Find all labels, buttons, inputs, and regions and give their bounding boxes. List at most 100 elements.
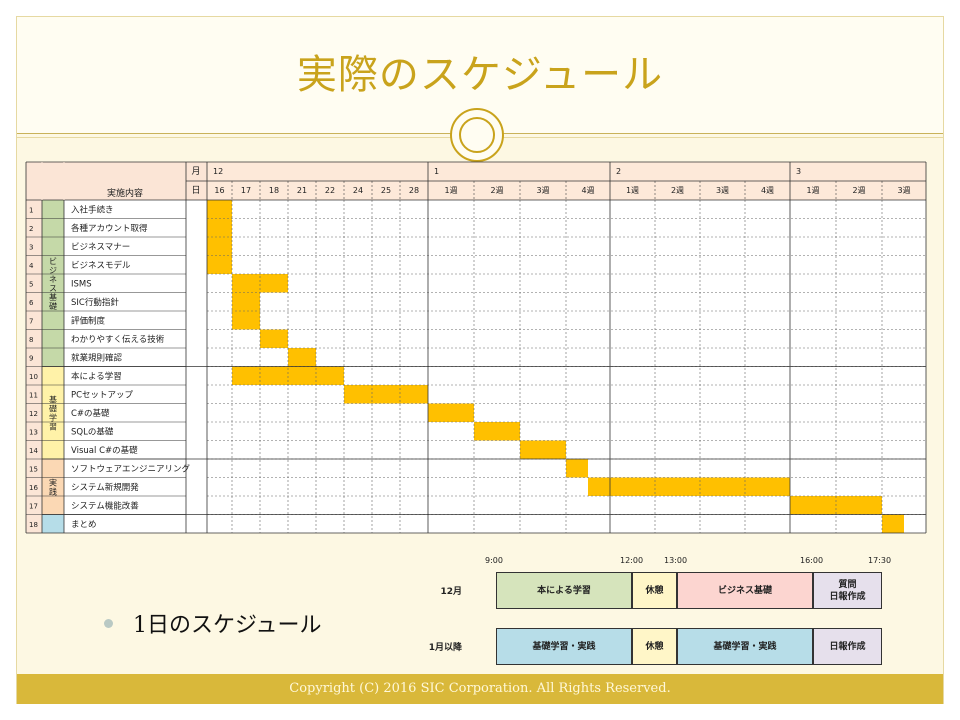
task-bar — [232, 274, 288, 293]
category-cell — [42, 459, 64, 515]
time-label: 12:00 — [620, 556, 644, 565]
task-number: 13 — [29, 429, 38, 437]
day-column-label: 3週 — [536, 186, 549, 195]
day-column-label: 1週 — [806, 186, 819, 195]
category-label-char: 習 — [49, 422, 57, 431]
month-label: 1 — [434, 167, 439, 176]
task-number: 2 — [29, 225, 33, 233]
category-label-char: 基 — [49, 292, 57, 302]
task-name: 本による学習 — [71, 371, 122, 382]
task-bar — [232, 311, 260, 330]
task-name: ソフトウェアエンジニアリング — [71, 464, 191, 475]
bullet-text: 1日のスケジュール — [133, 613, 322, 638]
daily-block: ビジネス基礎 — [677, 572, 813, 609]
task-bar — [520, 440, 566, 459]
daily-block: 日報作成 — [813, 628, 882, 665]
task-name: Visual C#の基礎 — [71, 445, 138, 456]
task-bar — [474, 422, 520, 441]
task-bar — [288, 348, 316, 367]
footer-copyright: Copyright (C) 2016 SIC Corporation. All … — [17, 674, 943, 704]
category-label-char: 践 — [49, 486, 57, 496]
daily-block: 基礎学習・実践 — [496, 628, 632, 665]
day-column-label: 22 — [325, 186, 335, 195]
daily-block: 休憩 — [632, 628, 677, 665]
day-column-label: 18 — [269, 186, 279, 195]
task-number: 12 — [29, 410, 38, 418]
task-name: システム機能改善 — [71, 501, 139, 512]
task-number: 9 — [29, 355, 33, 363]
task-number: 5 — [29, 281, 33, 289]
task-name: SIC行動指針 — [71, 297, 119, 308]
time-label: 16:00 — [800, 556, 824, 565]
task-number: 14 — [29, 447, 38, 455]
task-name: C#の基礎 — [71, 408, 110, 419]
category-label-char: 学 — [49, 412, 57, 422]
task-bar — [232, 292, 260, 311]
task-name: わかりやすく伝える技術 — [71, 334, 165, 345]
day-column-label: 2週 — [671, 186, 684, 195]
task-name: SQLの基礎 — [71, 427, 114, 438]
task-number: 4 — [29, 262, 34, 270]
task-bar — [207, 200, 232, 219]
task-bar — [207, 237, 232, 256]
day-column-label: 16 — [214, 186, 224, 195]
category-label-char: ス — [49, 284, 57, 293]
daily-block: 基礎学習・実践 — [677, 628, 813, 665]
day-column-label: 21 — [297, 186, 307, 195]
task-number: 8 — [29, 336, 33, 344]
task-bar — [588, 477, 790, 496]
category-label-char: 礎 — [49, 403, 57, 413]
task-name: PCセットアップ — [71, 391, 134, 401]
task-bar — [207, 218, 232, 237]
task-number: 10 — [29, 373, 38, 381]
ring-ornament-icon — [450, 108, 504, 162]
day-column-label: 28 — [409, 186, 419, 195]
gantt-background — [26, 162, 926, 533]
category-label-char: 実 — [49, 477, 57, 487]
task-name: ビジネスモデル — [71, 260, 131, 271]
bullet-dot-icon — [104, 618, 113, 628]
day-column-label: 25 — [381, 186, 391, 195]
category-label-char: ネ — [49, 275, 57, 284]
time-label: 17:30 — [868, 556, 892, 565]
category-label-char: 基 — [49, 394, 57, 404]
task-name: 評価制度 — [71, 316, 106, 327]
task-bar — [428, 403, 474, 422]
task-number: 18 — [29, 521, 38, 529]
task-name: 入社手続き — [71, 205, 114, 216]
daily-block: 休憩 — [632, 572, 677, 609]
daily-row-label: 12月 — [440, 587, 462, 597]
ring-inner — [459, 117, 495, 153]
day-column-label: 1週 — [444, 186, 457, 195]
day-column-label: 1週 — [626, 186, 639, 195]
day-column-label: 2週 — [852, 186, 865, 195]
category-cell — [42, 366, 64, 459]
task-number: 17 — [29, 503, 38, 511]
time-label: 13:00 — [664, 556, 688, 565]
task-number: 11 — [29, 392, 38, 400]
month-label: 2 — [616, 167, 621, 176]
category-cell — [42, 514, 64, 533]
daily-block: 本による学習 — [496, 572, 632, 609]
task-name: まとめ — [71, 520, 97, 530]
task-name: システム新規開発 — [71, 482, 139, 493]
daily-row-label: 1月以降 — [428, 643, 462, 653]
task-number: 3 — [29, 244, 33, 252]
day-column-label: 2週 — [490, 186, 503, 195]
task-name: 就業規則確認 — [71, 353, 123, 364]
category-label-char: ジ — [49, 266, 57, 275]
task-name: ISMS — [71, 280, 92, 290]
task-number: 15 — [29, 466, 38, 474]
bullet-item: 1日のスケジュール — [104, 606, 321, 640]
month-label: 3 — [796, 167, 801, 176]
month-label: 12 — [213, 167, 223, 176]
day-column-label: 4週 — [761, 186, 774, 195]
task-bar — [260, 329, 288, 348]
category-label-char: ビ — [49, 257, 57, 266]
header-day-label: 日 — [191, 185, 200, 196]
task-number: 1 — [29, 207, 33, 215]
category-label-char: 礎 — [49, 301, 57, 311]
task-bar — [882, 514, 904, 533]
day-column-label: 17 — [241, 186, 251, 195]
